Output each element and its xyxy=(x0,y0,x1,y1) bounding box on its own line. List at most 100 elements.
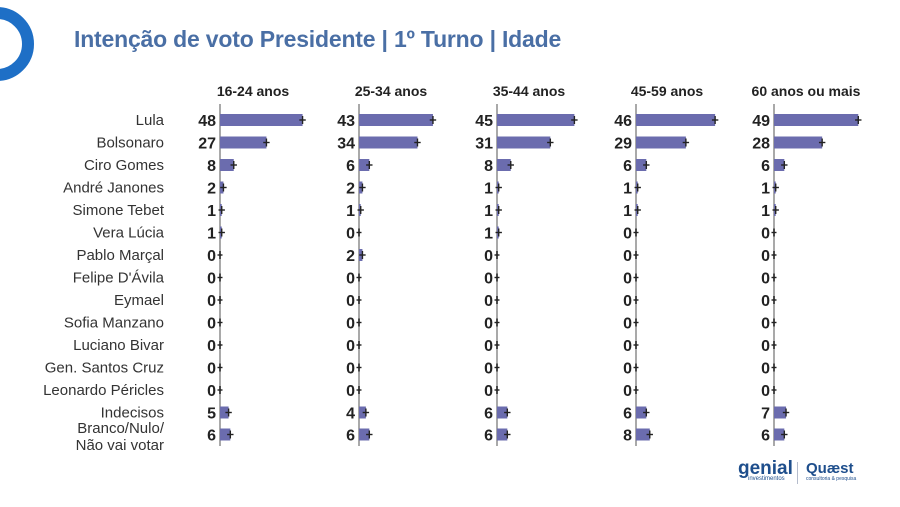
bar xyxy=(359,136,418,149)
value-label: 1 xyxy=(346,203,355,220)
value-label: 0 xyxy=(761,383,770,400)
value-label: 2 xyxy=(207,181,216,198)
bar xyxy=(774,428,785,441)
value-label: 0 xyxy=(484,383,493,400)
candidate-label: Vera Lúcia xyxy=(93,225,165,242)
value-label: 2 xyxy=(346,181,355,198)
value-label: 46 xyxy=(614,113,632,130)
candidate-label: Felipe D'Ávila xyxy=(73,270,165,287)
value-label: 6 xyxy=(484,406,493,423)
candidate-label: André Janones xyxy=(63,180,164,197)
quaest-logo-tagline: consultoria & pesquisa xyxy=(806,476,857,482)
candidate-label: Indecisos xyxy=(101,405,164,422)
value-label: 1 xyxy=(484,203,493,220)
value-label: 6 xyxy=(484,428,493,445)
value-label: 48 xyxy=(198,113,216,130)
candidate-label: Branco/Nulo/Não vai votar xyxy=(76,420,165,454)
value-label: 0 xyxy=(207,248,216,265)
genial-logo-tagline: investimentos xyxy=(748,476,785,482)
value-label: 0 xyxy=(623,338,632,355)
value-label: 1 xyxy=(623,203,632,220)
candidate-label: Leonardo Péricles xyxy=(43,382,164,399)
panel-header: 60 anos ou mais xyxy=(752,83,861,99)
value-label: 1 xyxy=(623,181,632,198)
bar xyxy=(497,159,511,171)
quaest-logo-name: Quæst xyxy=(806,460,854,477)
value-label: 0 xyxy=(761,271,770,288)
value-label: 0 xyxy=(761,316,770,333)
value-label: 0 xyxy=(761,361,770,378)
candidate-label: Eymael xyxy=(114,292,164,309)
value-label: 0 xyxy=(484,338,493,355)
page-title: Intenção de voto Presidente | 1º Turno |… xyxy=(74,26,562,52)
candidate-label: Luciano Bivar xyxy=(73,337,164,354)
bar xyxy=(774,136,823,149)
value-label: 0 xyxy=(207,361,216,378)
value-label: 6 xyxy=(207,428,216,445)
bar xyxy=(774,406,787,419)
value-label: 0 xyxy=(761,248,770,265)
bar xyxy=(220,114,303,126)
value-label: 8 xyxy=(484,158,493,175)
bar xyxy=(359,159,370,171)
value-label: 0 xyxy=(623,271,632,288)
value-label: 0 xyxy=(484,271,493,288)
value-label: 0 xyxy=(346,271,355,288)
candidate-label: Lula xyxy=(136,112,165,129)
value-label: 29 xyxy=(614,136,632,153)
value-label: 45 xyxy=(475,113,493,130)
bar xyxy=(774,114,859,126)
panel-header: 45-59 anos xyxy=(631,83,704,99)
value-label: 0 xyxy=(346,361,355,378)
value-label: 0 xyxy=(346,383,355,400)
value-label: 0 xyxy=(207,383,216,400)
value-label: 1 xyxy=(761,203,770,220)
bar xyxy=(636,136,686,149)
value-label: 27 xyxy=(198,136,216,153)
bar xyxy=(220,428,231,441)
panel-header: 25-34 anos xyxy=(355,83,428,99)
bar xyxy=(359,114,433,126)
value-label: 0 xyxy=(207,316,216,333)
panel-header: 16-24 anos xyxy=(217,83,290,99)
bar xyxy=(636,159,647,171)
bar xyxy=(497,114,575,126)
value-label: 0 xyxy=(484,316,493,333)
bar xyxy=(497,428,508,441)
candidate-label: Ciro Gomes xyxy=(84,157,164,174)
panel-header: 35-44 anos xyxy=(493,83,566,99)
value-label: 43 xyxy=(337,113,355,130)
value-label: 0 xyxy=(623,361,632,378)
value-label: 6 xyxy=(346,158,355,175)
logo-divider xyxy=(797,462,798,484)
value-label: 0 xyxy=(346,226,355,243)
bar xyxy=(359,406,366,419)
value-label: 0 xyxy=(346,338,355,355)
bar xyxy=(636,428,650,441)
value-label: 6 xyxy=(761,158,770,175)
candidate-label: Bolsonaro xyxy=(96,135,164,152)
bar xyxy=(497,406,508,419)
value-label: 7 xyxy=(761,406,770,423)
value-label: 0 xyxy=(623,226,632,243)
value-label: 5 xyxy=(207,406,216,423)
value-label: 2 xyxy=(346,248,355,265)
value-label: 49 xyxy=(752,113,770,130)
value-label: 0 xyxy=(207,271,216,288)
bar xyxy=(220,406,229,419)
value-label: 1 xyxy=(761,181,770,198)
bar xyxy=(774,159,785,171)
value-label: 1 xyxy=(484,226,493,243)
value-label: 0 xyxy=(623,293,632,310)
genial-logo-name: genial xyxy=(738,458,793,479)
value-label: 1 xyxy=(207,226,216,243)
candidate-label: Sofia Manzano xyxy=(64,315,164,332)
value-label: 1 xyxy=(207,203,216,220)
value-label: 0 xyxy=(346,293,355,310)
value-label: 8 xyxy=(207,158,216,175)
value-label: 6 xyxy=(623,406,632,423)
bar xyxy=(497,136,551,149)
value-label: 34 xyxy=(337,136,355,153)
value-label: 0 xyxy=(484,361,493,378)
